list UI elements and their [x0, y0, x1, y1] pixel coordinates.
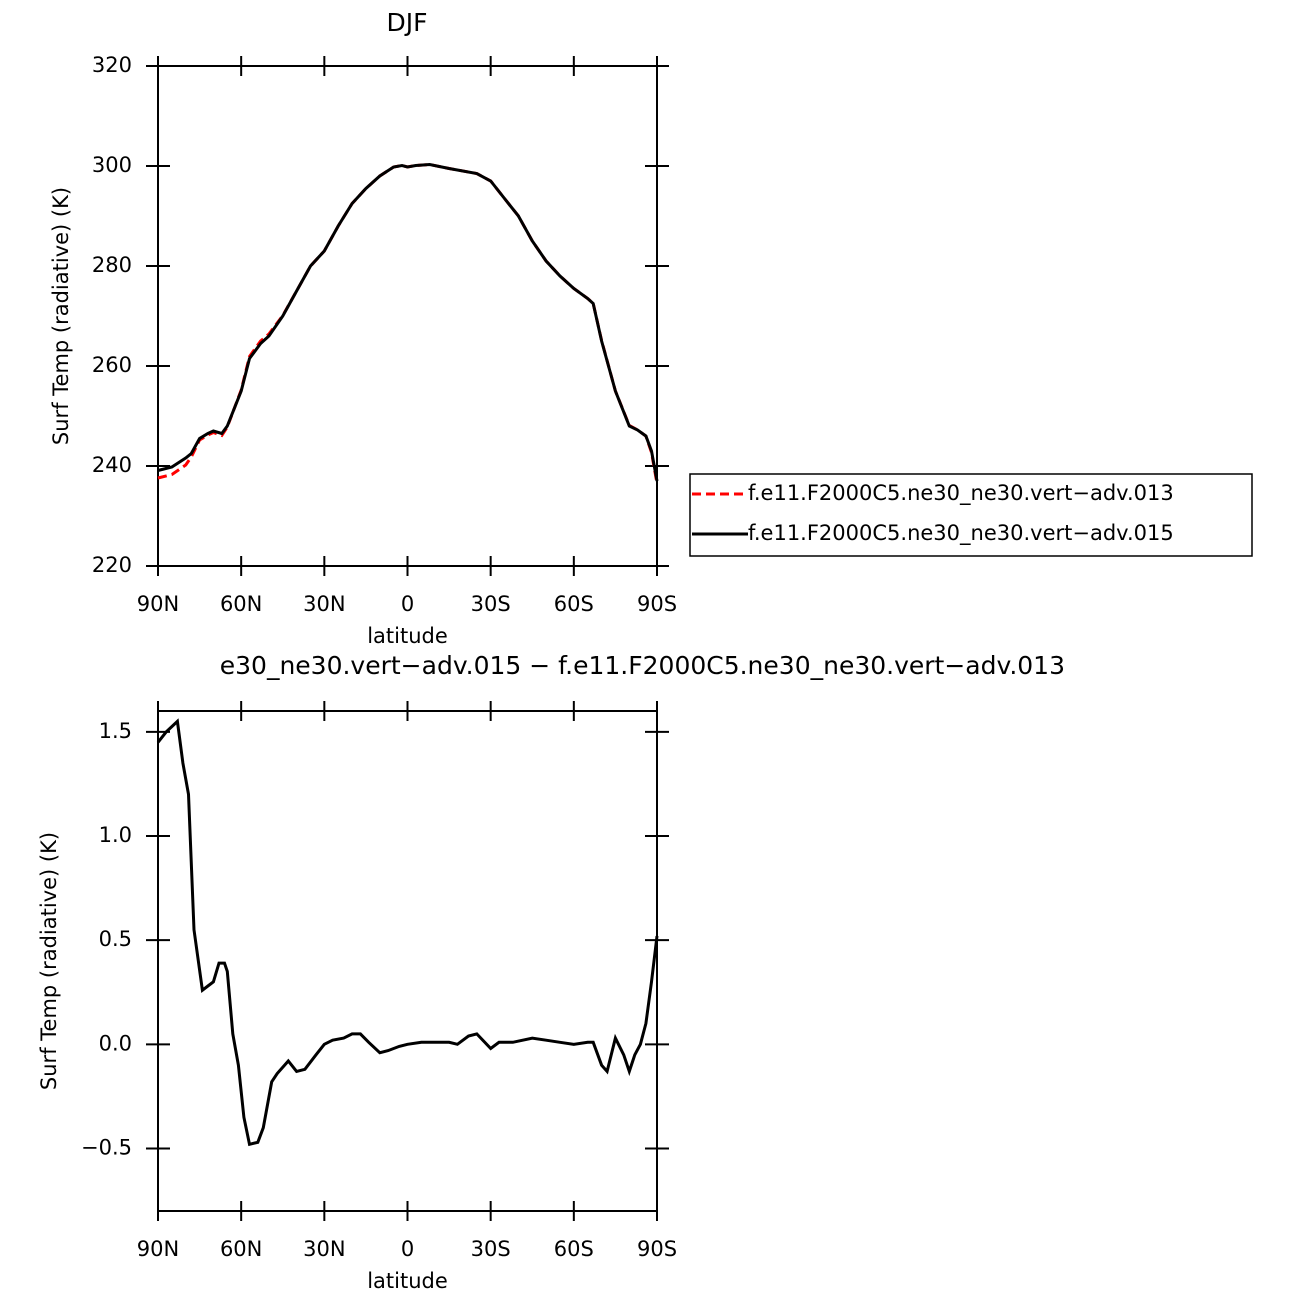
x-tick-label: 30S — [471, 1237, 511, 1261]
x-tick-label: 30N — [303, 1237, 345, 1261]
y-tick-label: 260 — [92, 353, 132, 377]
y-axis-label: Surf Temp (radiative) (K) — [49, 187, 73, 445]
plot-frame — [157, 65, 658, 567]
x-tick-label: 90N — [137, 592, 179, 616]
legend-label: f.e11.F2000C5.ne30_ne30.vert−adv.015 — [748, 521, 1174, 546]
y-tick-label: 300 — [92, 153, 132, 177]
y-tick-label: −0.5 — [81, 1136, 132, 1160]
x-tick-label: 90S — [637, 592, 677, 616]
y-tick-label: 0.0 — [99, 1031, 132, 1055]
data-line — [157, 162, 659, 482]
chart-title: DJF — [386, 8, 427, 37]
legend-box — [689, 473, 1253, 557]
x-tick-label: 90N — [137, 1237, 179, 1261]
x-tick-label: 60S — [554, 1237, 594, 1261]
data-line — [156, 718, 659, 1147]
x-axis-label: latitude — [367, 1269, 448, 1293]
y-tick-label: 1.5 — [99, 719, 132, 743]
plot-frame — [157, 710, 658, 1212]
y-tick-label: 240 — [92, 453, 132, 477]
x-tick-label: 60N — [220, 592, 262, 616]
y-tick-label: 220 — [92, 553, 132, 577]
x-axis-label: latitude — [367, 624, 448, 648]
chart-title: e30_ne30.vert−adv.015 − f.e11.F2000C5.ne… — [220, 651, 1065, 680]
x-tick-label: 30N — [303, 592, 345, 616]
y-tick-label: 280 — [92, 253, 132, 277]
y-tick-label: 320 — [92, 53, 132, 77]
y-tick-label: 1.0 — [99, 823, 132, 847]
x-tick-label: 30S — [471, 592, 511, 616]
x-tick-label: 60S — [554, 592, 594, 616]
x-tick-label: 0 — [401, 592, 414, 616]
x-tick-label: 60N — [220, 1237, 262, 1261]
y-axis-label: Surf Temp (radiative) (K) — [37, 832, 61, 1090]
data-line — [157, 162, 659, 484]
legend-label: f.e11.F2000C5.ne30_ne30.vert−adv.013 — [748, 481, 1174, 506]
x-tick-label: 90S — [637, 1237, 677, 1261]
y-tick-label: 0.5 — [99, 927, 132, 951]
x-tick-label: 0 — [401, 1237, 414, 1261]
